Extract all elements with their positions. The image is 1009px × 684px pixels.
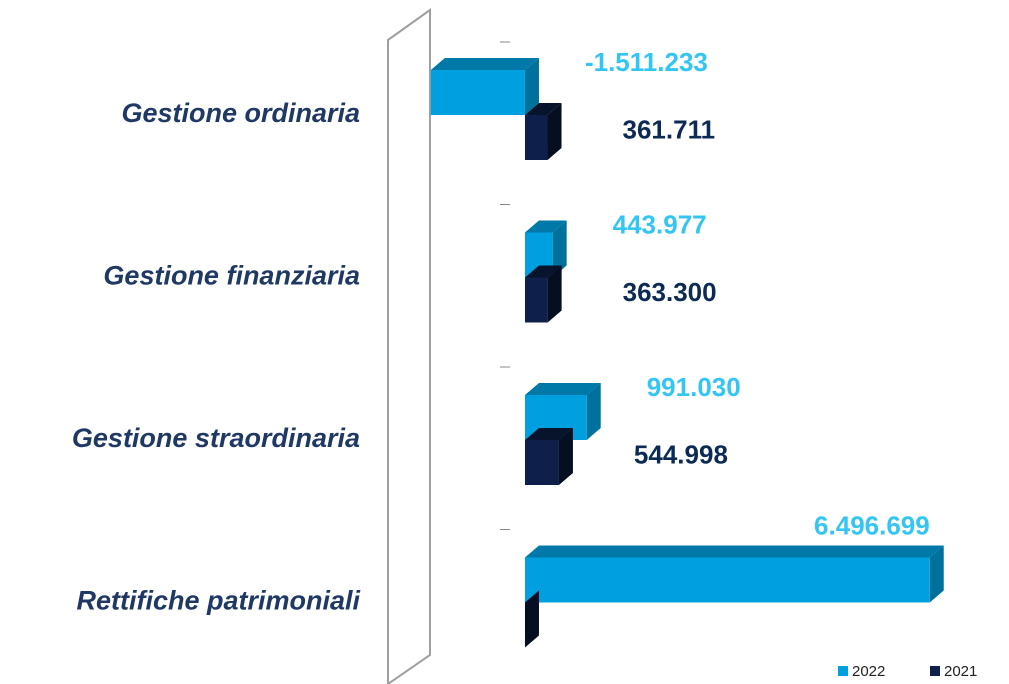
back-wall xyxy=(387,8,431,684)
bar-side xyxy=(552,220,567,278)
bar xyxy=(524,115,548,160)
bar-top xyxy=(430,58,539,70)
bar xyxy=(430,70,525,115)
value-label: -1.511.233 xyxy=(585,47,708,77)
bar-top xyxy=(524,428,573,440)
legend-swatch xyxy=(838,666,848,676)
category-label: Gestione straordinaria xyxy=(72,423,360,453)
legend-label: 2022 xyxy=(852,663,885,680)
value-label: 6.496.699 xyxy=(814,510,930,540)
legend-swatch xyxy=(930,666,940,676)
value-label: 363.300 xyxy=(623,277,717,307)
bar-side xyxy=(547,265,562,323)
bar-top xyxy=(524,265,562,278)
legend-label: 2021 xyxy=(944,663,977,680)
bar xyxy=(524,440,559,485)
bar-side xyxy=(524,590,539,648)
category-label: Rettifiche patrimoniali xyxy=(76,586,360,616)
bar xyxy=(524,557,930,603)
value-label: 544.998 xyxy=(634,439,728,469)
bar-top xyxy=(524,220,567,233)
bar-side xyxy=(524,58,539,115)
value-label: 991.030 xyxy=(647,372,741,402)
bar-side xyxy=(547,103,562,160)
category-label: Gestione ordinaria xyxy=(121,98,360,128)
bar-top xyxy=(524,383,601,395)
category-label: Gestione finanziaria xyxy=(103,261,360,291)
value-label: 361.711 xyxy=(623,114,716,144)
bar xyxy=(524,277,548,323)
bar-side xyxy=(586,383,601,440)
bar-side xyxy=(929,545,944,603)
bar-side xyxy=(558,428,573,485)
bar-top xyxy=(524,103,562,115)
value-label: 443.977 xyxy=(613,209,707,239)
bar-top xyxy=(524,545,944,558)
